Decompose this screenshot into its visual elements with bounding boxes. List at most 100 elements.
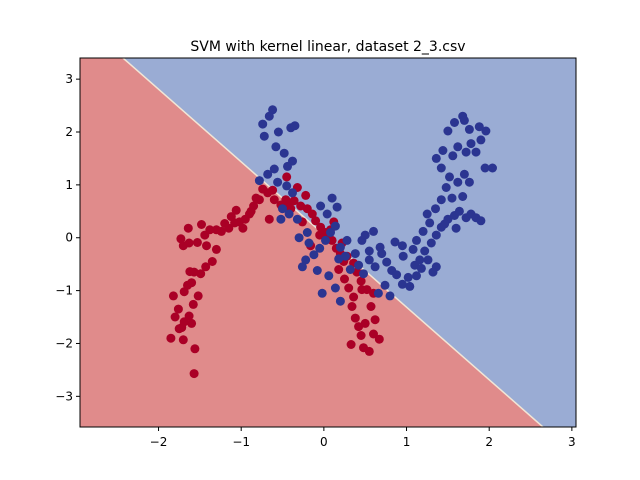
data-point-class-1 [327,193,337,203]
data-point-class-1 [369,226,378,236]
plot-frame [79,57,577,428]
data-point-class-0 [189,369,199,379]
data-point-class-0 [193,291,203,301]
data-point-class-1 [474,122,484,132]
data-point-class-1 [412,235,421,245]
data-point-class-1 [428,267,438,277]
data-point-class-1 [375,242,385,252]
data-point-class-0 [374,334,384,344]
data-point-class-1 [448,151,458,161]
data-point-class-1 [436,195,446,205]
data-point-class-1 [315,243,325,253]
data-point-class-1 [326,228,335,237]
data-point-class-1 [354,260,364,270]
data-point-class-1 [385,291,395,301]
data-point-class-1 [464,177,474,187]
data-point-class-0 [289,196,299,206]
data-point-class-0 [349,292,359,302]
y-tick-label: 2 [65,125,73,139]
data-point-class-1 [330,221,340,231]
data-point-class-1 [397,279,407,289]
data-point-class-0 [168,291,178,301]
data-point-class-1 [481,126,491,136]
data-point-class-0 [170,312,180,322]
data-point-class-1 [453,177,463,187]
chart-title: SVM with kernel linear, dataset 2_3.csv [190,39,465,55]
data-point-class-1 [269,164,279,174]
data-point-class-1 [284,209,294,219]
data-point-class-1 [443,126,453,136]
data-point-class-1 [282,181,292,191]
data-point-class-1 [390,237,400,247]
data-point-class-1 [466,139,476,149]
data-point-class-1 [382,257,392,267]
y-tick-label: −3 [55,389,73,403]
data-point-class-1 [332,202,342,212]
data-point-class-1 [317,288,327,298]
data-point-class-1 [471,147,481,157]
data-point-class-0 [356,276,366,286]
data-point-class-0 [269,195,279,205]
data-point-class-1 [445,172,454,182]
data-point-class-1 [398,251,408,261]
data-point-class-0 [183,223,193,233]
data-point-class-1 [370,262,380,272]
data-point-class-1 [345,265,355,274]
data-point-class-1 [412,271,421,281]
data-point-class-0 [282,172,292,182]
data-point-class-0 [211,225,221,235]
data-point-class-1 [476,216,486,226]
data-point-class-1 [330,283,340,293]
data-point-class-0 [176,234,186,244]
data-point-class-1 [273,177,283,187]
data-point-class-0 [350,313,360,323]
data-point-class-0 [301,190,311,200]
data-point-class-1 [312,266,322,275]
data-point-class-1 [408,244,418,254]
data-point-class-0 [327,235,337,245]
data-point-class-0 [340,274,349,284]
data-point-class-0 [179,317,189,327]
data-point-class-1 [405,281,415,291]
data-point-class-1 [436,163,446,173]
x-tick-label: −2 [150,435,168,449]
data-point-class-1 [279,148,289,158]
data-point-class-0 [238,223,248,233]
y-axis: −3 −2 −1 0 1 2 3 [55,72,80,403]
data-point-class-1 [259,131,269,141]
data-point-class-1 [334,254,344,264]
data-point-class-0 [364,346,374,356]
data-point-class-1 [476,135,486,145]
data-point-class-1 [276,214,286,224]
data-point-class-1 [438,146,448,155]
data-point-class-0 [268,185,278,195]
data-point-class-1 [458,192,468,201]
data-point-class-0 [166,333,176,343]
data-point-class-1 [416,263,426,273]
data-point-class-1 [350,249,360,259]
data-point-class-1 [440,219,450,229]
x-tick-label: 0 [320,435,328,449]
data-point-class-1 [364,246,374,256]
data-point-class-0 [178,335,188,345]
x-tick-label: 1 [403,435,411,449]
data-point-class-0 [344,283,354,293]
data-point-class-0 [369,329,378,339]
data-point-class-0 [311,216,321,226]
y-tick-label: 0 [65,231,73,245]
data-point-class-1 [450,118,459,127]
y-tick-label: −2 [55,336,73,350]
data-points [166,105,497,379]
data-point-class-1 [392,270,402,280]
data-point-class-1 [360,230,370,240]
data-point-class-0 [226,212,236,222]
data-point-class-1 [461,147,471,157]
data-point-class-1 [420,246,430,256]
data-point-class-0 [174,324,184,334]
data-point-class-1 [426,238,436,248]
data-point-class-1 [380,280,390,290]
data-point-class-0 [366,302,376,311]
data-point-class-1 [273,127,283,137]
data-point-class-1 [278,204,287,214]
data-point-class-1 [423,255,433,265]
